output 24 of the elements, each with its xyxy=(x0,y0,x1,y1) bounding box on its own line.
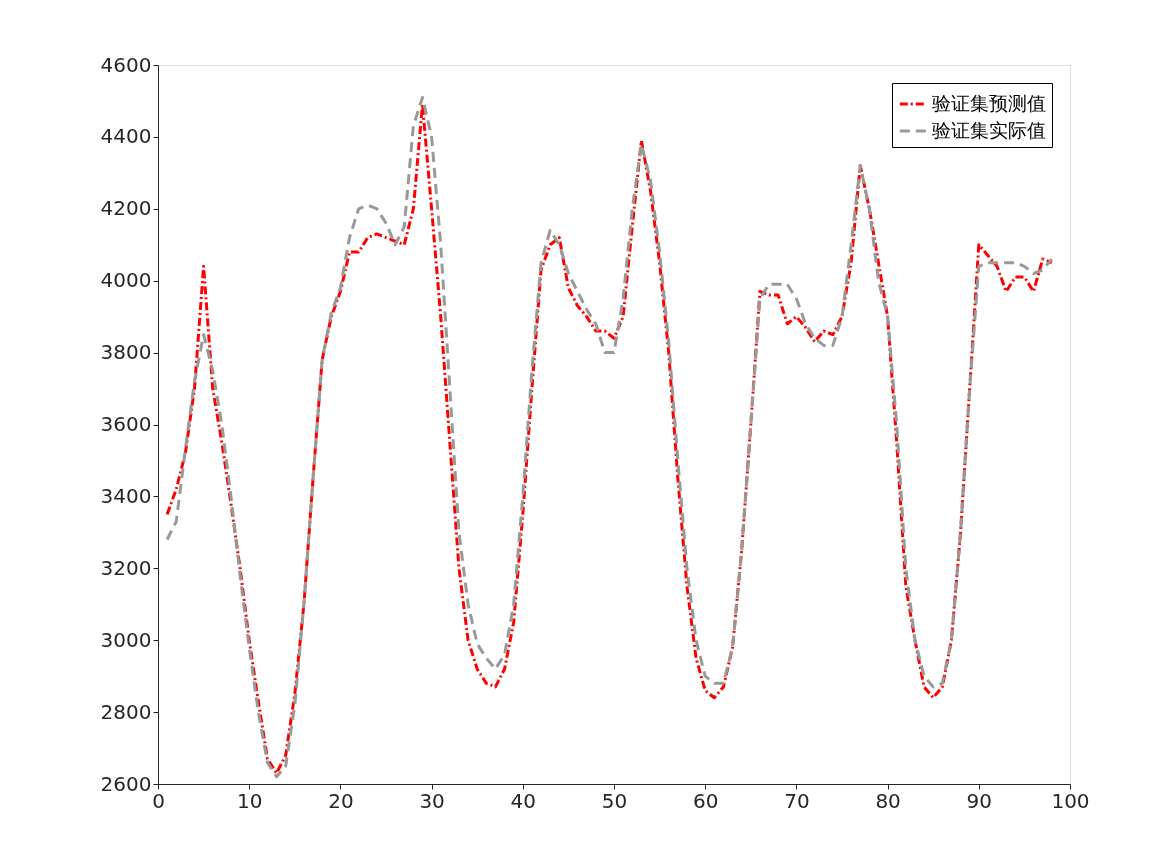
y-tick-label: 3800 xyxy=(100,340,152,365)
y-tick-label: 3200 xyxy=(100,555,152,580)
x-tick-label: 10 xyxy=(236,788,263,813)
x-tick-label: 60 xyxy=(692,788,719,813)
x-tick-label: 40 xyxy=(510,788,537,813)
y-tick-label: 2600 xyxy=(100,771,152,796)
y-tick-label: 4600 xyxy=(100,52,152,77)
y-tick-label: 2800 xyxy=(100,699,152,724)
legend-label: 验证集实际值 xyxy=(932,119,1046,141)
x-tick-label: 20 xyxy=(328,788,354,813)
y-tick-label: 4000 xyxy=(100,268,152,293)
x-tick-label: 70 xyxy=(784,788,810,813)
x-tick-label: 100 xyxy=(1051,788,1090,813)
y-tick-label: 4200 xyxy=(100,196,152,221)
y-tick-label: 4400 xyxy=(100,124,152,149)
x-tick-label: 50 xyxy=(601,788,628,813)
y-tick-label: 3600 xyxy=(100,412,152,436)
x-tick-label: 0 xyxy=(152,788,165,813)
y-tick-label: 3000 xyxy=(100,627,152,652)
x-tick-label: 80 xyxy=(875,788,901,813)
x-tick-label: 90 xyxy=(966,788,993,813)
y-tick-label: 3400 xyxy=(100,483,152,508)
legend-label: 验证集预测值 xyxy=(932,92,1046,114)
x-tick-label: 30 xyxy=(419,788,445,813)
